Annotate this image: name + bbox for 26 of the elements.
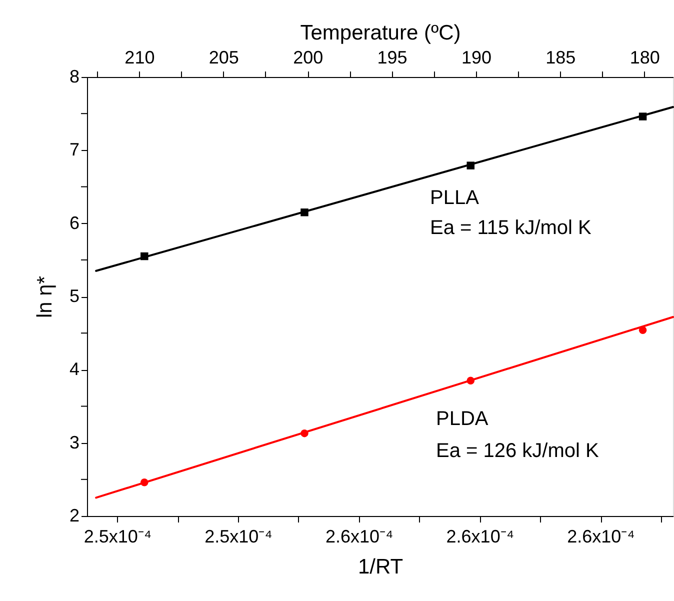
x2-tick-label: 180 <box>630 48 660 68</box>
annotation: PLLA <box>430 187 480 209</box>
annotation: Ea = 115 kJ/mol K <box>430 217 592 239</box>
x2-tick-label: 195 <box>377 48 408 68</box>
x2-tick-label: 185 <box>546 48 576 68</box>
y-tick-label: 2 <box>69 506 80 526</box>
x2-axis-title: Temperature (ºC) <box>300 22 461 44</box>
x2-tick-label: 210 <box>124 48 155 68</box>
y-axis-title: ln η* <box>33 276 56 318</box>
x2-tick-label: 200 <box>293 48 324 68</box>
annotation: Ea = 126 kJ/mol K <box>436 440 600 462</box>
y-tick-label: 5 <box>69 286 80 306</box>
x-tick-label: 2.5x10⁻⁴ <box>204 526 272 546</box>
x-tick-label: 2.6x10⁻⁴ <box>325 526 394 546</box>
y-tick-label: 4 <box>69 359 80 380</box>
y-tick-label: 3 <box>69 432 80 452</box>
x-axis-title: 1/RT <box>358 556 404 578</box>
x-tick-label: 2.5x10⁻⁴ <box>84 526 152 546</box>
x2-tick-label: 190 <box>461 48 492 68</box>
y-tick-label: 7 <box>69 140 80 160</box>
x-tick-label: 2.6x10⁻⁴ <box>567 526 635 546</box>
annotation: PLDA <box>436 408 489 430</box>
y-tick-label: 6 <box>69 212 80 233</box>
x2-tick-label: 205 <box>208 48 239 68</box>
y-tick-label: 8 <box>69 66 80 86</box>
x-tick-label: 2.6x10⁻⁴ <box>446 526 514 546</box>
